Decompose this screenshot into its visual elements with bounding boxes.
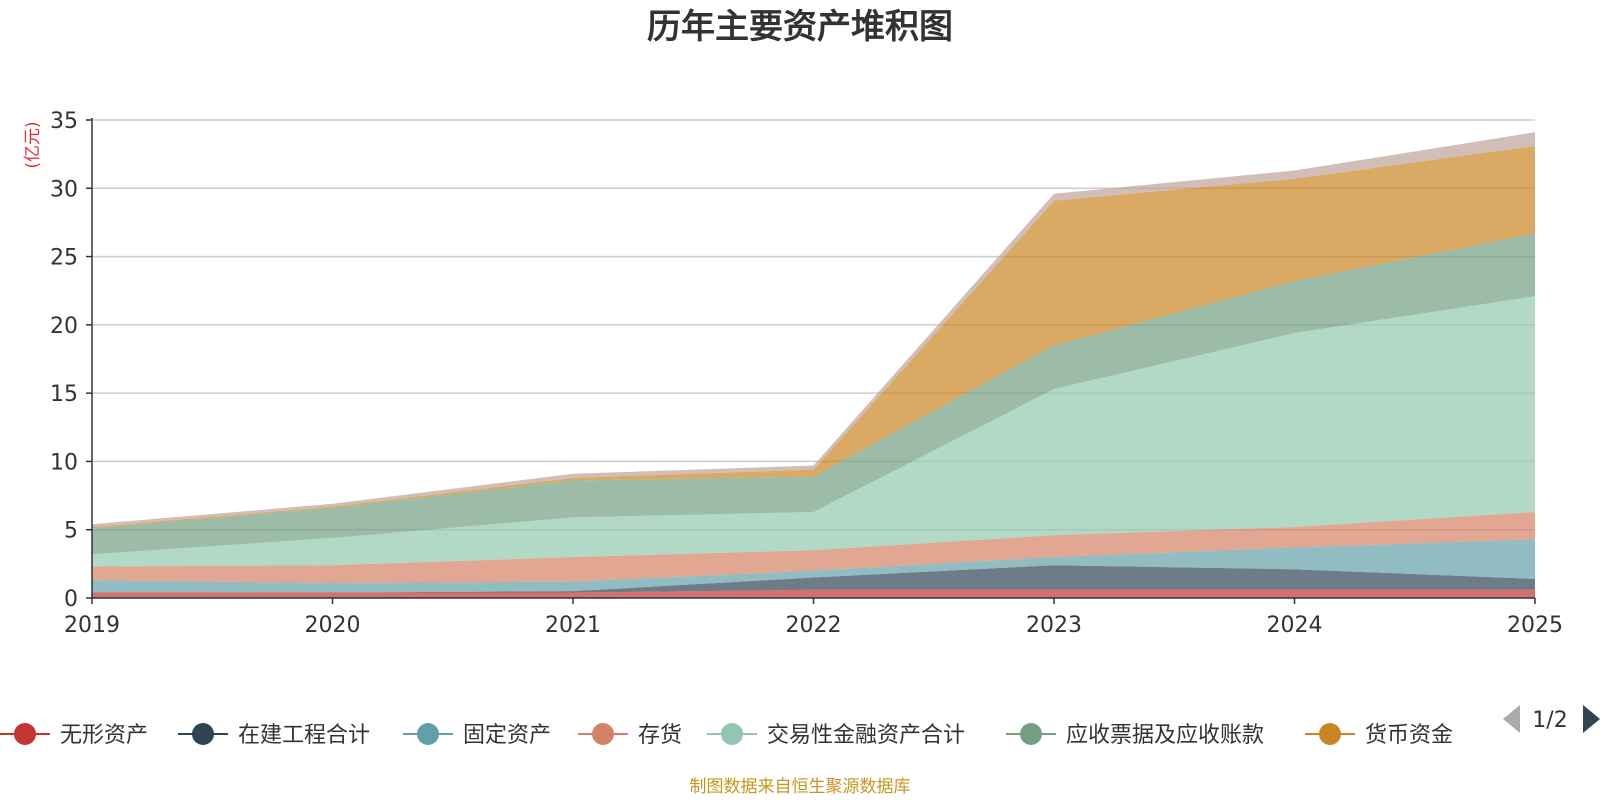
legend-pager: 1/2 [1503, 705, 1600, 733]
area-series-6 [92, 233, 1535, 555]
legend-item-5[interactable]: 交易性金融资产合计 [707, 723, 965, 748]
legend-item-4[interactable]: 存货 [578, 723, 682, 748]
x-tick-label: 2023 [1026, 613, 1082, 638]
legend-label: 在建工程合计 [238, 723, 370, 748]
area-series-2 [92, 565, 1535, 593]
y-tick-label: 15 [50, 382, 78, 407]
legend-circle-marker [192, 723, 214, 745]
legend-item-1[interactable]: 无形资产 [0, 723, 148, 748]
legend-circle-marker [1020, 723, 1042, 745]
legend-next-page-icon[interactable] [1583, 705, 1600, 733]
source-note: 制图数据来自恒生聚源数据库 [690, 777, 911, 797]
y-tick-label: 5 [64, 519, 78, 544]
legend-label: 无形资产 [60, 723, 148, 748]
legend-label: 货币资金 [1365, 723, 1453, 748]
legend-label: 固定资产 [463, 723, 551, 748]
legend-item-7[interactable]: 货币资金 [1305, 723, 1453, 748]
legend: 无形资产 在建工程合计 固定资产 存货 交易性金融资产合计 应收票据及应收账款 货币资金 [0, 723, 1453, 748]
area-series-7 [92, 145, 1535, 529]
chart-title: 历年主要资产堆积图 [647, 7, 953, 47]
legend-page-indicator: 1/2 [1532, 708, 1567, 733]
legend-prev-page-icon[interactable] [1503, 705, 1520, 733]
area-series-3 [92, 539, 1535, 593]
area-series-4 [92, 511, 1535, 583]
y-tick-label: 0 [64, 587, 78, 612]
area-series-5 [92, 296, 1535, 567]
area-series-group [92, 132, 1535, 598]
x-tick-label: 2022 [786, 613, 842, 638]
legend-item-3[interactable]: 固定资产 [403, 723, 551, 748]
x-tick-label: 2020 [305, 613, 361, 638]
area-series-1 [92, 589, 1535, 598]
legend-label: 存货 [638, 723, 682, 748]
legend-item-6[interactable]: 应收票据及应收账款 [1006, 723, 1264, 748]
legend-item-2[interactable]: 在建工程合计 [178, 723, 370, 748]
x-tick-label: 2021 [545, 613, 601, 638]
gridlines [92, 119, 1535, 531]
legend-circle-marker [721, 723, 743, 745]
y-tick-label: 20 [50, 314, 78, 339]
x-tick-label: 2024 [1267, 613, 1323, 638]
legend-circle-marker [417, 723, 439, 745]
y-axis-unit-label: (亿元) [23, 121, 43, 168]
legend-label: 应收票据及应收账款 [1066, 723, 1264, 748]
legend-circle-marker [592, 723, 614, 745]
x-tick-label: 2019 [64, 613, 120, 638]
legend-circle-marker [1319, 723, 1341, 745]
legend-label: 交易性金融资产合计 [767, 723, 965, 748]
y-tick-label: 30 [50, 177, 78, 202]
legend-circle-marker [14, 723, 36, 745]
y-tick-label: 35 [50, 109, 78, 134]
x-tick-label: 2025 [1507, 613, 1563, 638]
y-tick-label: 25 [50, 246, 78, 271]
y-tick-label: 10 [50, 450, 78, 475]
